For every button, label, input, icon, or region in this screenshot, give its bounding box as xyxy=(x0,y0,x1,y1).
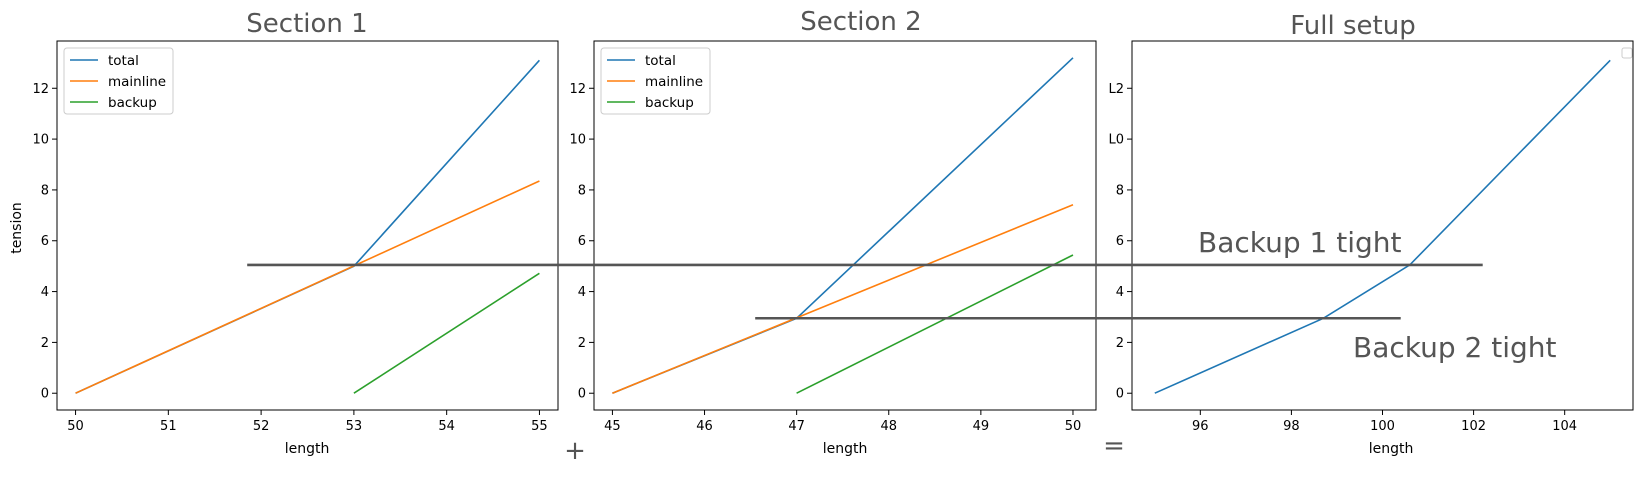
series-line-tension xyxy=(1154,59,1611,394)
full-setup-legend-box xyxy=(1621,47,1633,59)
x-tick-label: 98 xyxy=(1283,419,1300,434)
y-tick-label: 2 xyxy=(41,336,49,351)
y-tick-label: 4 xyxy=(1116,285,1124,300)
y-tick-label: 4 xyxy=(578,285,586,300)
y-tick-label: 12 xyxy=(32,82,49,97)
section-1-ylabel: tension xyxy=(9,202,25,254)
full-setup-axes: 96 98 100 102 104 0 2 4 6 8 L0 L2 Full setup length xyxy=(1108,11,1634,457)
full-setup-title: Full setup xyxy=(1290,11,1415,41)
full-setup-xlabel: length xyxy=(1369,441,1414,457)
section-1-title: Section 1 xyxy=(246,9,367,39)
y-tick-label: 6 xyxy=(1116,234,1124,249)
annotations xyxy=(247,263,1483,320)
legend-label-backup: backup xyxy=(645,95,694,111)
y-tick-label: 8 xyxy=(578,183,586,198)
section-2-legend-box xyxy=(600,47,711,115)
x-tick-label: 54 xyxy=(438,419,455,434)
section-2-frame xyxy=(593,40,1097,411)
full-setup-plot xyxy=(1154,59,1611,394)
section-1-frame xyxy=(56,40,559,411)
x-tick-label: 96 xyxy=(1192,419,1209,434)
section-2-title: Section 2 xyxy=(800,7,921,37)
section-1-plot xyxy=(75,59,540,394)
y-tick-label: 8 xyxy=(1116,183,1124,198)
x-tick-label: 49 xyxy=(973,419,990,434)
y-tick-label: 0 xyxy=(578,387,586,402)
y-tick-label: 10 xyxy=(569,133,586,148)
series-line-backup xyxy=(796,254,1074,394)
legend-label-mainline: mainline xyxy=(108,74,166,90)
section-1-ticks: 50 51 52 53 54 55 0 2 4 6 8 10 12 xyxy=(32,82,547,434)
section-1-axes: 50 51 52 53 54 55 0 2 4 6 8 10 12 Section 1 length t… xyxy=(9,9,559,457)
section-1-legend: total mainline backup xyxy=(63,47,174,115)
y-tick-label: 2 xyxy=(578,336,586,351)
x-tick-label: 51 xyxy=(160,419,177,434)
y-tick-label: 4 xyxy=(41,285,49,300)
x-tick-label: 55 xyxy=(531,419,548,434)
y-tick-label: L0 xyxy=(1108,133,1124,148)
equals-operator: = xyxy=(1103,431,1125,461)
x-tick-label: 102 xyxy=(1461,419,1486,434)
y-tick-label: 0 xyxy=(1116,387,1124,402)
y-tick-label: 8 xyxy=(41,183,49,198)
legend-label-total: total xyxy=(108,53,139,69)
x-tick-label: 100 xyxy=(1370,419,1395,434)
section-1-legend-box xyxy=(63,47,174,115)
y-tick-label: 10 xyxy=(32,133,49,148)
y-tick-label: 6 xyxy=(41,234,49,249)
legend-label-backup: backup xyxy=(108,95,157,111)
x-tick-label: 104 xyxy=(1552,419,1577,434)
x-tick-label: 46 xyxy=(696,419,713,434)
legend-label-mainline: mainline xyxy=(645,74,703,90)
x-tick-label: 48 xyxy=(880,419,897,434)
x-tick-label: 47 xyxy=(788,419,805,434)
x-tick-label: 52 xyxy=(253,419,270,434)
backup-1-tight-label: Backup 1 tight xyxy=(1198,226,1402,259)
series-line-mainline xyxy=(75,180,540,394)
section-2-legend: total mainline backup xyxy=(600,47,711,115)
x-tick-label: 45 xyxy=(604,419,621,434)
y-tick-label: 12 xyxy=(569,82,586,97)
x-tick-label: 50 xyxy=(1065,419,1082,434)
y-tick-label: L2 xyxy=(1108,82,1124,97)
backup-2-tight-label: Backup 2 tight xyxy=(1353,331,1557,364)
x-tick-label: 50 xyxy=(67,419,84,434)
full-setup-ticks: 96 98 100 102 104 0 2 4 6 8 L0 L2 xyxy=(1108,82,1577,434)
y-tick-label: 0 xyxy=(41,387,49,402)
plus-operator: + xyxy=(564,436,586,466)
series-line-mainline xyxy=(612,203,1074,394)
series-line-backup xyxy=(353,272,540,394)
section-1-xlabel: length xyxy=(285,441,330,457)
section-2-xlabel: length xyxy=(823,441,868,457)
y-tick-label: 2 xyxy=(1116,336,1124,351)
legend-label-total: total xyxy=(645,53,676,69)
y-tick-label: 6 xyxy=(578,234,586,249)
x-tick-label: 53 xyxy=(346,419,363,434)
